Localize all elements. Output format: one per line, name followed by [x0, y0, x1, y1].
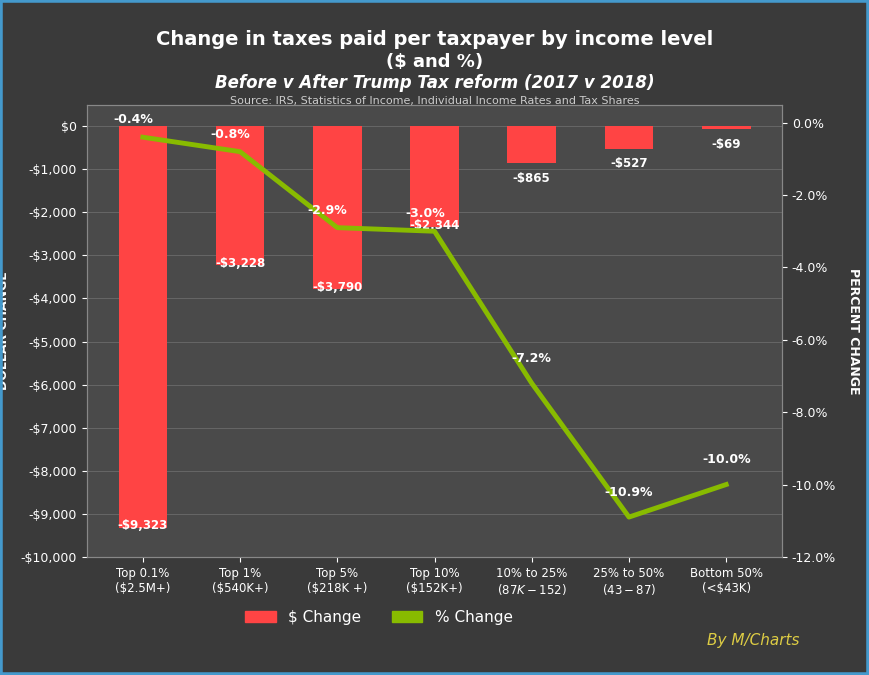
Y-axis label: DOLLAR CHANGE: DOLLAR CHANGE [0, 271, 10, 390]
Text: Source: IRS, Statistics of Income, Individual Income Rates and Tax Shares: Source: IRS, Statistics of Income, Indiv… [229, 96, 640, 106]
Text: ($ and %): ($ and %) [386, 53, 483, 71]
Bar [313, 126, 362, 290]
Text: -$527: -$527 [610, 157, 647, 171]
Text: Change in taxes paid per taxpayer by income level: Change in taxes paid per taxpayer by inc… [156, 30, 713, 49]
Bar [702, 126, 751, 129]
Text: -$865: -$865 [513, 172, 551, 185]
Bar [507, 126, 556, 163]
Text: -0.8%: -0.8% [210, 128, 250, 141]
Text: -2.9%: -2.9% [308, 204, 348, 217]
Text: -$9,323: -$9,323 [117, 519, 168, 532]
Bar [605, 126, 653, 149]
Text: -$69: -$69 [712, 138, 741, 151]
Text: Before v After Trump Tax reform (2017 v 2018): Before v After Trump Tax reform (2017 v … [215, 74, 654, 92]
Text: -10.9%: -10.9% [605, 486, 653, 499]
Text: -$2,344: -$2,344 [409, 219, 460, 232]
Text: -3.0%: -3.0% [405, 207, 445, 221]
Y-axis label: PERCENT CHANGE: PERCENT CHANGE [847, 267, 860, 394]
Bar [216, 126, 264, 265]
Text: -$3,790: -$3,790 [312, 281, 362, 294]
Bar [410, 126, 459, 227]
Text: -$3,228: -$3,228 [215, 256, 265, 269]
Legend: $ Change, % Change: $ Change, % Change [239, 603, 519, 630]
Text: -0.4%: -0.4% [113, 113, 153, 126]
Text: -10.0%: -10.0% [702, 454, 751, 466]
Text: By M/Charts: By M/Charts [707, 633, 799, 648]
Bar [118, 126, 167, 528]
Text: -7.2%: -7.2% [512, 352, 552, 365]
